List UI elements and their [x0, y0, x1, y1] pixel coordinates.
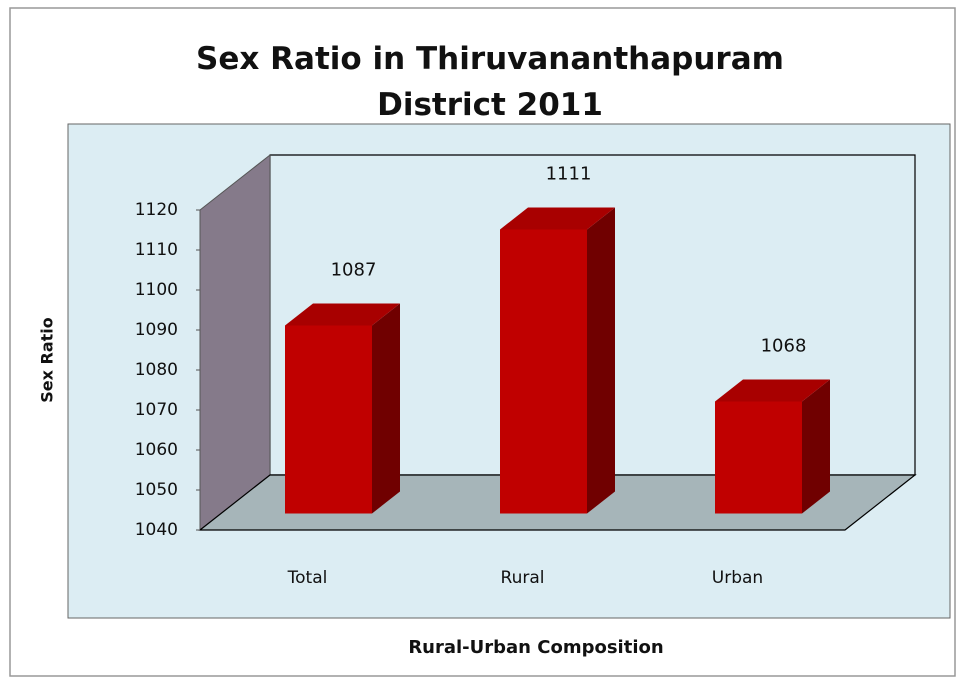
- y-tick-label: 1070: [135, 400, 178, 420]
- bar-side: [587, 207, 615, 514]
- value-label: 1068: [761, 336, 807, 357]
- bar-top: [285, 303, 400, 326]
- bar-front: [500, 229, 587, 514]
- y-tick-label: 1040: [135, 520, 178, 540]
- bar-side: [372, 303, 400, 514]
- x-axis-label: Rural-Urban Composition: [408, 637, 663, 658]
- bar-top: [715, 379, 830, 402]
- bar: [285, 303, 400, 514]
- side-wall: [199, 153, 271, 532]
- y-tick-label: 1100: [135, 280, 178, 300]
- y-tick-label: 1060: [135, 440, 178, 460]
- y-tick-label: 1110: [135, 240, 178, 260]
- x-tick-label: Rural: [501, 568, 545, 588]
- value-label: 1087: [331, 260, 377, 281]
- y-tick-label: 1080: [135, 360, 178, 380]
- value-label: 1111: [546, 164, 592, 185]
- chart-title: Sex Ratio in Thiruvananthapuram District…: [196, 41, 784, 123]
- bar: [715, 379, 830, 514]
- x-tick-label: Total: [287, 568, 328, 588]
- bar-front: [285, 325, 372, 514]
- y-tick-label: 1090: [135, 320, 178, 340]
- bar-top: [500, 207, 615, 230]
- y-tick-label: 1120: [135, 200, 178, 220]
- y-tick-label: 1050: [135, 480, 178, 500]
- x-tick-label: Urban: [712, 568, 763, 588]
- bar-front: [715, 401, 802, 514]
- bar: [500, 207, 615, 514]
- bar-side: [802, 379, 830, 514]
- y-axis-label: Sex Ratio: [38, 317, 57, 403]
